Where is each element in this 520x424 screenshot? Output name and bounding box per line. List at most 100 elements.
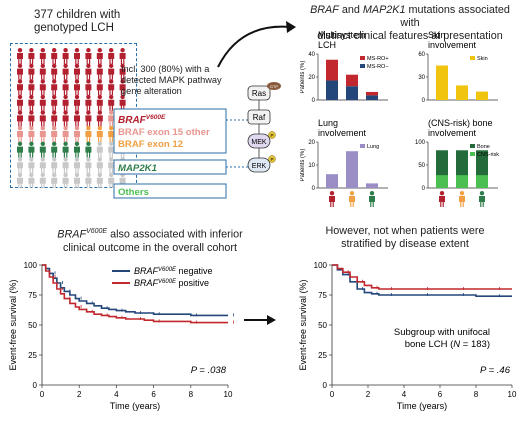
person-body [51, 84, 58, 96]
bar [326, 80, 338, 100]
patient-icon [28, 172, 35, 188]
person-head [40, 48, 45, 53]
patient-icon [28, 110, 35, 127]
y-tick-label: 75 [28, 291, 37, 300]
patient-icon [62, 48, 69, 64]
label-others: Others [118, 187, 149, 198]
bar [456, 85, 468, 100]
person-body [62, 115, 69, 127]
legend-label: Skin [477, 56, 488, 62]
km-right-title-line1: However, not when patients were [325, 225, 485, 237]
patient-group-icon [369, 191, 375, 207]
person-body [17, 115, 23, 127]
patient-icon [96, 63, 103, 80]
person-head [74, 94, 80, 100]
patient-icon [85, 157, 92, 174]
patient-group-icon [479, 191, 485, 207]
person-head [29, 172, 34, 178]
patient-icon [62, 79, 69, 96]
person-head [17, 110, 23, 115]
person-head [29, 63, 34, 68]
person-head [74, 172, 80, 178]
person-head [97, 157, 103, 162]
patient-icon [85, 141, 92, 158]
patient-icon [74, 110, 80, 127]
person-head [74, 141, 80, 146]
patient-icon [108, 141, 115, 158]
person-body [74, 177, 80, 188]
person-head [349, 191, 355, 196]
person-body [108, 146, 115, 158]
person-body [96, 53, 103, 64]
x-tick-label: 10 [508, 390, 517, 399]
bar-panel-title: Lung [318, 118, 338, 128]
person-body [28, 68, 35, 80]
person-head [97, 172, 103, 178]
person-head [109, 110, 114, 115]
bar-panel-title: Skin [428, 30, 446, 40]
raf-label: Raf [253, 113, 266, 122]
person-head [29, 110, 34, 115]
person-head [40, 126, 45, 131]
patient-icon [28, 141, 35, 158]
bar [346, 74, 358, 87]
person-body [108, 53, 115, 64]
person-head [63, 63, 68, 68]
legend-label: Lung [367, 144, 379, 150]
person-head [17, 79, 23, 84]
person-head [86, 141, 91, 146]
person-head [29, 94, 34, 100]
bar-panel-title: LCH [318, 40, 336, 50]
right-arrow-icon [244, 315, 276, 325]
person-body [62, 99, 69, 111]
patient-icon [108, 94, 115, 111]
patient-icon [85, 110, 92, 127]
y-tick-label: 50 [28, 321, 37, 330]
person-body [28, 146, 35, 158]
label-braf-exon12: BRAF exon 12 [118, 139, 183, 150]
person-head [17, 63, 23, 68]
patient-icon [108, 157, 115, 174]
person-body [96, 68, 103, 80]
label-braf-v600e: BRAFV600E [118, 114, 166, 126]
person-body [51, 177, 58, 188]
bar-panel-title: involvement [428, 40, 477, 50]
patient-icon [39, 94, 46, 111]
person-head [120, 48, 125, 53]
patient-icon [62, 63, 69, 80]
person-head [63, 79, 68, 84]
person-head [459, 191, 465, 196]
patient-icon [28, 126, 35, 142]
y-tick-label: 0 [312, 98, 316, 104]
patient-icon [96, 110, 103, 127]
person-head [40, 94, 45, 100]
patient-icon [51, 172, 58, 188]
patient-icon [39, 79, 46, 96]
patient-icon [62, 141, 69, 158]
person-body [96, 99, 103, 111]
legend-label: CNS-risk [477, 152, 499, 158]
mutation-box-others [113, 183, 227, 199]
patient-icon [108, 48, 115, 64]
patient-icon [28, 79, 35, 96]
phospho-mek [268, 131, 276, 139]
person-body [28, 177, 35, 188]
curved-arrow-icon [217, 21, 296, 68]
person-body [74, 53, 80, 64]
person-head [120, 63, 125, 68]
patient-icon [51, 141, 58, 158]
person-body [108, 177, 115, 188]
person-body [479, 196, 485, 207]
inclusion-line2: detected MAPK pathway [121, 75, 222, 85]
x-tick-label: 2 [77, 390, 82, 399]
patient-icon [108, 126, 115, 142]
patient-icon [96, 48, 103, 64]
person-head [109, 126, 114, 131]
person-head [86, 110, 91, 115]
label-map2k1: MAP2K1 [118, 163, 157, 174]
km-curve-positive [332, 264, 512, 290]
person-body [74, 84, 80, 96]
person-head [439, 191, 445, 196]
